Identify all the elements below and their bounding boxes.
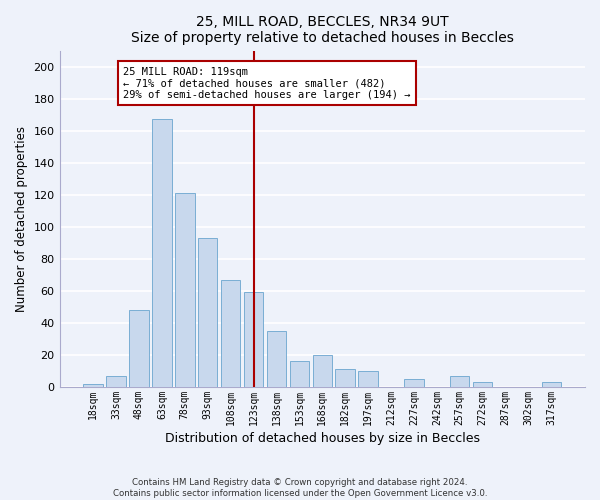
Bar (244, 292, 263, 387)
X-axis label: Distribution of detached houses by size in Beccles: Distribution of detached houses by size … (165, 432, 480, 445)
Bar (175, 193, 194, 387)
Bar (129, 310, 149, 387)
Bar (404, 379, 424, 387)
Y-axis label: Number of detached properties: Number of detached properties (15, 126, 28, 312)
Bar (473, 382, 493, 387)
Bar (358, 371, 378, 387)
Bar (83, 384, 103, 387)
Bar (313, 355, 332, 387)
Bar (106, 376, 126, 387)
Text: Contains HM Land Registry data © Crown copyright and database right 2024.
Contai: Contains HM Land Registry data © Crown c… (113, 478, 487, 498)
Text: 25 MILL ROAD: 119sqm
← 71% of detached houses are smaller (482)
29% of semi-deta: 25 MILL ROAD: 119sqm ← 71% of detached h… (123, 66, 410, 100)
Bar (221, 280, 241, 387)
Bar (290, 362, 309, 387)
Bar (198, 238, 217, 387)
Bar (152, 120, 172, 387)
Bar (450, 376, 469, 387)
Bar (267, 331, 286, 387)
Title: 25, MILL ROAD, BECCLES, NR34 9UT
Size of property relative to detached houses in: 25, MILL ROAD, BECCLES, NR34 9UT Size of… (131, 15, 514, 45)
Bar (335, 370, 355, 387)
Bar (542, 382, 561, 387)
